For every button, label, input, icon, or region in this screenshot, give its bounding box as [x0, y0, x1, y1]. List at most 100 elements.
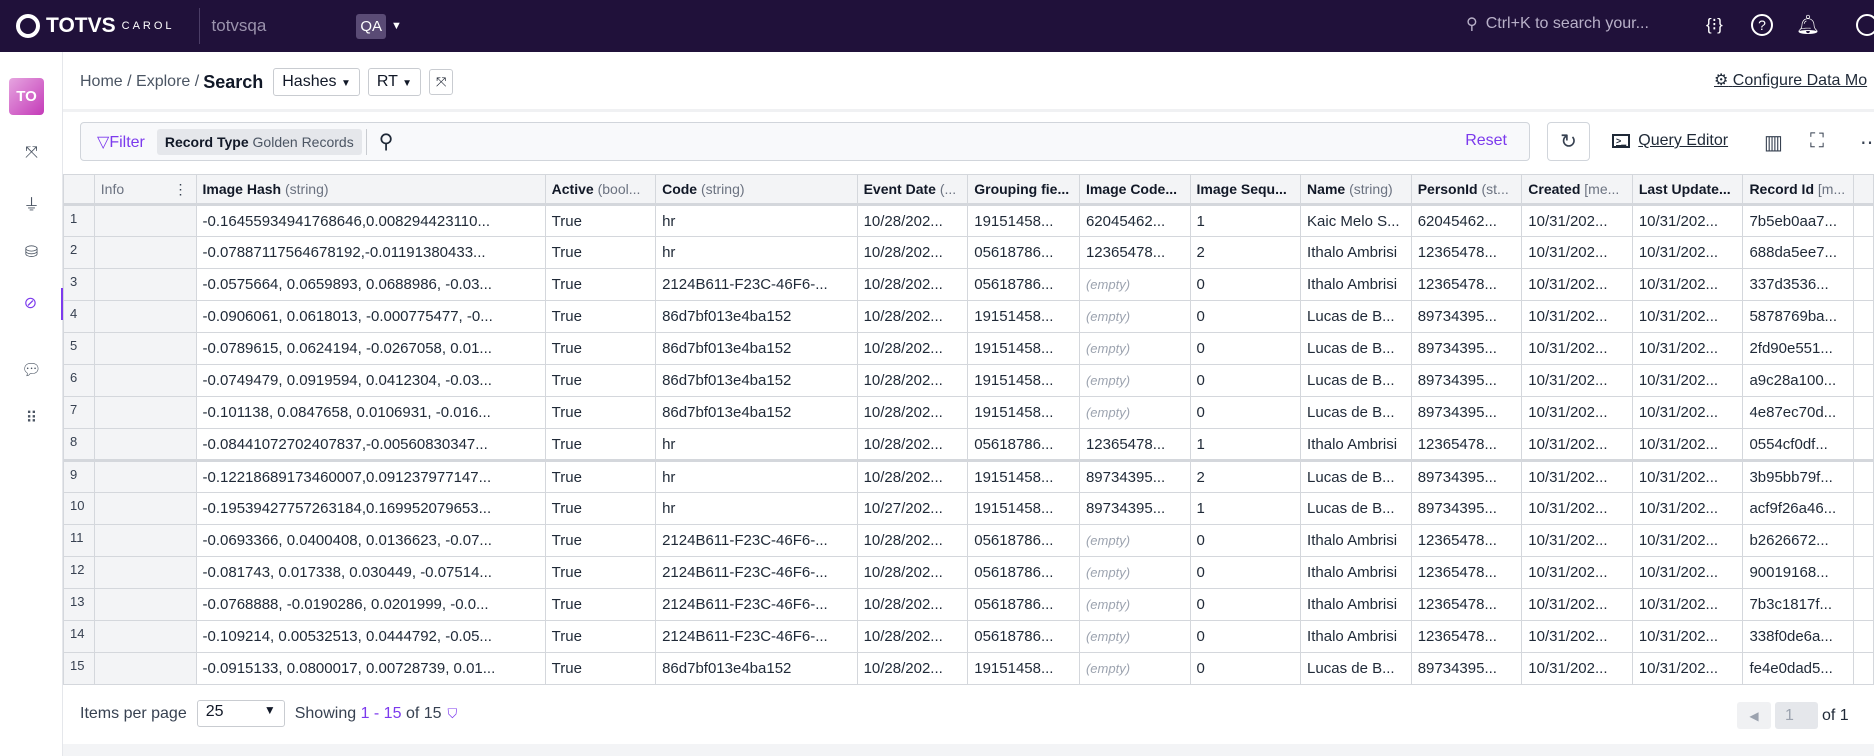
table-row[interactable]: 1 -0.1645593494176864​6,0.008294423110...…	[63, 204, 1874, 237]
table-cell[interactable]	[1853, 204, 1874, 237]
configure-data-model-link[interactable]: ⚙ Configure Data Mo	[1714, 72, 1868, 89]
table-cell[interactable]: 19151458...	[967, 364, 1080, 397]
table-cell[interactable]: 5878769ba...	[1742, 300, 1855, 333]
table-row[interactable]: 8 -0.08441072702407837,-0.00560830347... T…	[63, 428, 1874, 462]
table-row[interactable]: 4 -0.0906061, 0.0618013, -0.000775477, -0…	[63, 300, 1874, 333]
table-cell[interactable]: 10/28/202...	[856, 652, 969, 685]
table-cell[interactable]: True	[544, 556, 657, 589]
table-cell[interactable]: True	[544, 492, 657, 525]
table-cell[interactable]: 62045462...	[1410, 204, 1523, 237]
table-cell[interactable]: 10/28/202...	[856, 428, 969, 462]
table-cell[interactable]: True	[544, 236, 657, 269]
table-cell[interactable]: 05618786...	[967, 620, 1080, 653]
info-cell[interactable]	[93, 556, 197, 589]
table-cell[interactable]: Ithalo Ambrisi	[1300, 524, 1412, 557]
avatar[interactable]: TO	[9, 78, 44, 115]
table-cell[interactable]: Ithalo Ambrisi	[1300, 620, 1412, 653]
table-cell[interactable]: (empty)	[1078, 524, 1191, 557]
refresh-button[interactable]: ↻	[1547, 122, 1590, 161]
table-cell[interactable]: 89734395...	[1078, 492, 1191, 525]
table-cell[interactable]: 10/28/202...	[856, 588, 969, 621]
totvs-carol-logo[interactable]: TOTVS CAROL	[16, 14, 175, 38]
table-cell[interactable]: True	[544, 460, 657, 493]
table-cell[interactable]: 688da5ee7...	[1742, 236, 1855, 269]
table-cell[interactable]: 3b95bb79f...	[1742, 460, 1855, 493]
column-header[interactable]: Image Code...	[1078, 174, 1191, 206]
table-row[interactable]: 9 -0.12218689173460007,0.091237977147... T…	[63, 460, 1874, 493]
database-icon[interactable]: ⛁	[24, 244, 39, 261]
table-cell[interactable]: 338f0de6a...	[1742, 620, 1855, 653]
table-cell[interactable]: True	[544, 332, 657, 365]
table-cell[interactable]: 05618786...	[967, 236, 1080, 269]
column-header[interactable]: Grouping fie...	[967, 174, 1080, 206]
chevron-down-icon[interactable]: ▼	[391, 20, 402, 32]
prev-page-button[interactable]: ◀	[1737, 702, 1771, 729]
data-model-button[interactable]: ⤧	[428, 69, 454, 95]
table-cell[interactable]: (empty)	[1078, 332, 1191, 365]
table-cell[interactable]: 10/31/202...	[1631, 396, 1744, 429]
table-cell[interactable]: 10/31/202...	[1631, 236, 1744, 269]
table-cell[interactable]	[1853, 652, 1874, 685]
table-cell[interactable]: 10/31/202...	[1631, 268, 1744, 301]
filter-button[interactable]: ▽Filter	[97, 133, 145, 151]
table-cell[interactable]: Lucas de B...	[1300, 364, 1412, 397]
code-braces-icon[interactable]: {⁝}	[1706, 15, 1723, 34]
table-row[interactable]: 14 -0.109214, 0.00532513, 0.0444792, -0.0…	[63, 620, 1874, 653]
table-cell[interactable]: 10/31/202...	[1521, 396, 1633, 429]
table-cell[interactable]: -0.08441072702407837,-0.00560830347...	[195, 428, 546, 462]
table-cell[interactable]: hr	[655, 204, 858, 237]
column-header[interactable]: Record Id [m...	[1742, 174, 1855, 206]
table-cell[interactable]: 12365478...	[1410, 588, 1523, 621]
column-menu-icon[interactable]: ⋮	[173, 181, 188, 197]
table-cell[interactable]: -0.0693366, 0.0400408, 0.0136623, -0.07.…	[195, 524, 546, 557]
table-cell[interactable]	[1853, 556, 1874, 589]
table-cell[interactable]: 0	[1189, 396, 1302, 429]
table-cell[interactable]: 0	[1189, 556, 1302, 589]
table-cell[interactable]: 10/31/202...	[1631, 652, 1744, 685]
table-cell[interactable]: Lucas de B...	[1300, 652, 1412, 685]
table-cell[interactable]: 86d7bf013e4ba152	[655, 652, 858, 685]
table-cell[interactable]: True	[544, 364, 657, 397]
table-cell[interactable]: 89734395...	[1410, 492, 1523, 525]
table-cell[interactable]	[1853, 364, 1874, 397]
table-cell[interactable]: -0.0768888, -0.0190286, 0.0201999, -0.0.…	[195, 588, 546, 621]
info-cell[interactable]	[93, 460, 197, 493]
table-cell[interactable]: (empty)	[1078, 396, 1191, 429]
table-cell[interactable]: 10/31/202...	[1631, 492, 1744, 525]
table-cell[interactable]: 0	[1189, 300, 1302, 333]
table-row[interactable]: 12 -0.081743, 0.017338, 0.030449, -0.0751…	[63, 556, 1874, 589]
table-cell[interactable]: 19151458...	[967, 332, 1080, 365]
table-cell[interactable]: -0.109214, 0.00532513, 0.0444792, -0.05.…	[195, 620, 546, 653]
table-cell[interactable]: 12365478...	[1410, 524, 1523, 557]
column-header[interactable]: Last Update...	[1631, 174, 1744, 206]
table-cell[interactable]: 05618786...	[967, 556, 1080, 589]
table-cell[interactable]: 0554cf0df...	[1742, 428, 1855, 462]
table-cell[interactable]	[1853, 268, 1874, 301]
table-cell[interactable]: 10/31/202...	[1521, 332, 1633, 365]
table-cell[interactable]: 10/31/202...	[1631, 364, 1744, 397]
table-cell[interactable]: hr	[655, 428, 858, 462]
info-cell[interactable]	[93, 396, 197, 429]
column-header[interactable]: Image Hash (string)	[195, 174, 546, 206]
table-cell[interactable]: Ithalo Ambrisi	[1300, 268, 1412, 301]
table-cell[interactable]: 10/31/202...	[1521, 236, 1633, 269]
table-cell[interactable]: 7b5eb0aa7...	[1742, 204, 1855, 237]
table-cell[interactable]: 10/28/202...	[856, 620, 969, 653]
table-cell[interactable]: 19151458...	[967, 492, 1080, 525]
table-cell[interactable]: -0.0575664, 0.0659893, 0.0688986, -0.03.…	[195, 268, 546, 301]
table-cell[interactable]: b2626672...	[1742, 524, 1855, 557]
table-cell[interactable]: 4e87ec70d...	[1742, 396, 1855, 429]
table-cell[interactable]: 1	[1189, 204, 1302, 237]
table-cell[interactable]: 10/31/202...	[1521, 524, 1633, 557]
table-cell[interactable]: 10/31/202...	[1631, 620, 1744, 653]
table-cell[interactable]: 0	[1189, 364, 1302, 397]
table-cell[interactable]: acf9f26a46...	[1742, 492, 1855, 525]
table-cell[interactable]	[1853, 588, 1874, 621]
table-cell[interactable]: 0	[1189, 652, 1302, 685]
table-cell[interactable]: Lucas de B...	[1300, 460, 1412, 493]
table-cell[interactable]: 19151458...	[967, 300, 1080, 333]
table-cell[interactable]: 1	[1189, 492, 1302, 525]
table-cell[interactable]: 10/28/202...	[856, 460, 969, 493]
table-cell[interactable]: Kaic Melo S...	[1300, 204, 1412, 237]
connector-plug-icon[interactable]: ⏚	[23, 197, 40, 214]
